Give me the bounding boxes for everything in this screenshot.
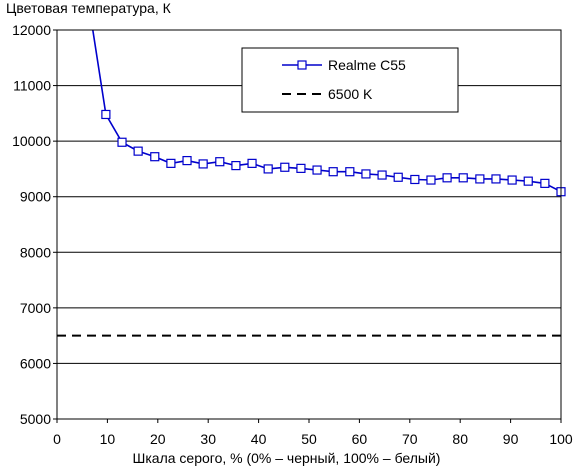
data-point-2	[133, 146, 143, 156]
x-tick-label-40: 40	[251, 431, 267, 447]
data-point-12	[296, 163, 306, 173]
data-point-14	[328, 167, 338, 177]
data-point-6	[198, 159, 208, 169]
data-point-24	[491, 174, 501, 184]
legend: Realme C55 6500 K	[241, 47, 459, 113]
data-point-26	[523, 176, 533, 186]
data-point-0	[101, 109, 111, 120]
x-tick-label-50: 50	[301, 431, 317, 447]
data-point-3	[150, 152, 160, 162]
data-point-11	[280, 162, 290, 172]
data-point-19	[410, 174, 420, 185]
x-axis-label: Шкала серого, % (0% – черный, 100% – бел…	[132, 450, 441, 466]
y-tick-label-11000: 11000	[13, 78, 51, 94]
x-tick-label-70: 70	[402, 431, 418, 447]
data-point-21	[442, 173, 452, 183]
data-point-20	[426, 175, 436, 185]
y-tick-label-9000: 9000	[20, 189, 51, 205]
data-point-18	[393, 172, 403, 182]
data-point-7	[215, 157, 225, 167]
y-tick-label-7000: 7000	[20, 300, 51, 316]
data-point-15	[345, 167, 355, 177]
data-point-10	[263, 164, 273, 174]
legend-marker-0	[297, 60, 307, 70]
data-point-22	[458, 173, 468, 183]
x-axis-ticks: 0 10 20 30 40 50 60 70 80 90 100	[53, 419, 573, 447]
x-tick-label-10: 10	[100, 431, 116, 447]
legend-label-0: Realme C55	[328, 57, 406, 73]
data-point-13	[312, 165, 322, 175]
legend-box	[241, 47, 459, 113]
data-point-5	[182, 155, 192, 166]
y-tick-label-12000: 12000	[12, 22, 51, 38]
x-tick-label-100: 100	[549, 431, 573, 447]
y-tick-label-5000: 5000	[20, 411, 51, 427]
y-tick-label-6000: 6000	[20, 355, 51, 371]
data-point-17	[377, 170, 387, 180]
x-tick-label-90: 90	[503, 431, 519, 447]
x-tick-label-30: 30	[200, 431, 216, 447]
data-point-23	[475, 174, 485, 184]
data-markers	[101, 109, 566, 197]
chart-title: Цветовая температура, К	[6, 0, 171, 16]
x-tick-label-60: 60	[352, 431, 368, 447]
data-point-16	[361, 169, 371, 179]
x-tick-label-0: 0	[53, 431, 61, 447]
data-point-9	[247, 158, 257, 168]
data-point-1	[117, 137, 127, 147]
data-point-4	[166, 158, 176, 168]
x-tick-label-80: 80	[452, 431, 468, 447]
data-point-8	[231, 160, 241, 171]
data-point-25	[507, 175, 517, 185]
legend-label-1: 6500 K	[328, 86, 373, 102]
y-axis-ticks: 5000 6000 7000 8000 9000 10000 11000 12000	[12, 22, 57, 427]
y-tick-label-10000: 10000	[12, 133, 51, 149]
x-tick-label-20: 20	[150, 431, 166, 447]
data-point-27	[540, 178, 550, 188]
y-tick-label-8000: 8000	[20, 244, 51, 260]
